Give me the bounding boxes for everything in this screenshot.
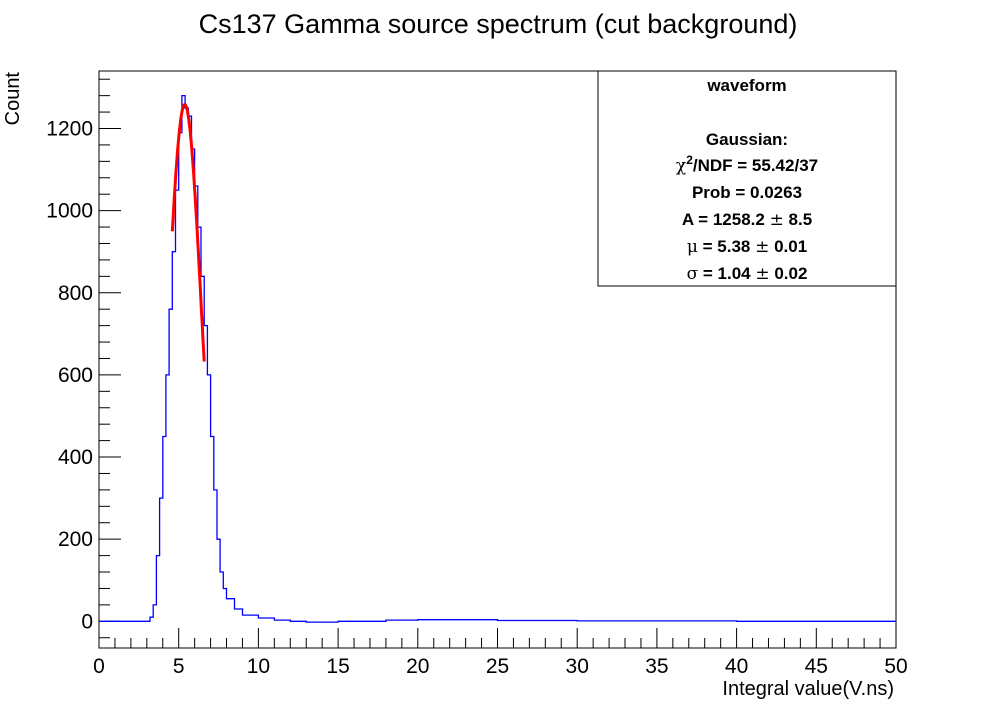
y-tick-label: 600 bbox=[58, 364, 93, 387]
chi2-superscript: 2 bbox=[686, 153, 693, 167]
mean-error: 0.01 bbox=[769, 237, 807, 256]
y-tick-label: 1000 bbox=[46, 200, 93, 223]
chi2-value: /NDF = 55.42/37 bbox=[693, 156, 818, 175]
y-tick-label: 1200 bbox=[46, 117, 93, 140]
gaussian-fit-line bbox=[170, 102, 206, 362]
pm-symbol: ± bbox=[770, 210, 784, 230]
sigma-symbol: σ bbox=[687, 264, 699, 284]
stats-sigma: σ = 1.04 ± 0.02 bbox=[687, 264, 808, 284]
x-tick-label: 20 bbox=[406, 655, 429, 678]
mean-value: = 5.38 bbox=[698, 237, 755, 256]
y-tick-label: 200 bbox=[58, 528, 93, 551]
x-tick-label: 10 bbox=[247, 655, 270, 678]
x-tick-label: 5 bbox=[173, 655, 185, 678]
pm-symbol: ± bbox=[755, 237, 769, 257]
y-tick-label: 0 bbox=[81, 610, 93, 633]
y-axis-title: Count bbox=[2, 72, 24, 126]
x-tick-label: 40 bbox=[725, 655, 748, 678]
y-tick-label: 800 bbox=[58, 282, 93, 305]
histogram-line bbox=[99, 94, 896, 623]
stats-box-frame bbox=[597, 70, 897, 287]
stats-fit-name: Gaussian: bbox=[706, 130, 788, 149]
stats-prob: Prob = 0.0263 bbox=[692, 183, 802, 202]
stats-box: waveform Gaussian: χ2/NDF = 55.42/37 Pro… bbox=[597, 70, 897, 287]
stats-amplitude: A = 1258.2 ± 8.5 bbox=[682, 210, 812, 230]
chart-marks bbox=[99, 94, 896, 623]
x-tick-label: 35 bbox=[645, 655, 668, 678]
x-axis-title: Integral value(V.ns) bbox=[722, 678, 894, 700]
amplitude-error: 8.5 bbox=[784, 210, 812, 229]
stats-title: waveform bbox=[706, 76, 786, 95]
x-tick-label: 50 bbox=[884, 655, 907, 678]
stats-mean: μ = 5.38 ± 0.01 bbox=[687, 237, 807, 257]
x-axis: 0 5 10 15 20 25 30 35 40 45 50 bbox=[93, 628, 908, 678]
x-tick-label: 25 bbox=[486, 655, 509, 678]
sigma-error: 0.02 bbox=[770, 264, 808, 283]
x-tick-label: 30 bbox=[566, 655, 589, 678]
amplitude-value: A = 1258.2 bbox=[682, 210, 770, 229]
plot-area: 0 5 10 15 20 25 30 35 40 45 50 0 200 400 600 800 1000 12… bbox=[46, 70, 908, 678]
pm-symbol: ± bbox=[755, 264, 769, 284]
chi-symbol: χ bbox=[676, 156, 686, 176]
chart-title: Cs137 Gamma source spectrum (cut backgro… bbox=[199, 9, 798, 39]
mu-symbol: μ bbox=[687, 237, 698, 257]
x-tick-label: 45 bbox=[805, 655, 828, 678]
x-tick-label: 15 bbox=[326, 655, 349, 678]
y-axis: 0 200 400 600 800 1000 1200 bbox=[46, 78, 121, 639]
sigma-value: = 1.04 bbox=[698, 264, 755, 283]
x-tick-label: 0 bbox=[93, 655, 105, 678]
y-tick-label: 400 bbox=[58, 446, 93, 469]
stats-chi2: χ2/NDF = 55.42/37 bbox=[676, 153, 818, 176]
